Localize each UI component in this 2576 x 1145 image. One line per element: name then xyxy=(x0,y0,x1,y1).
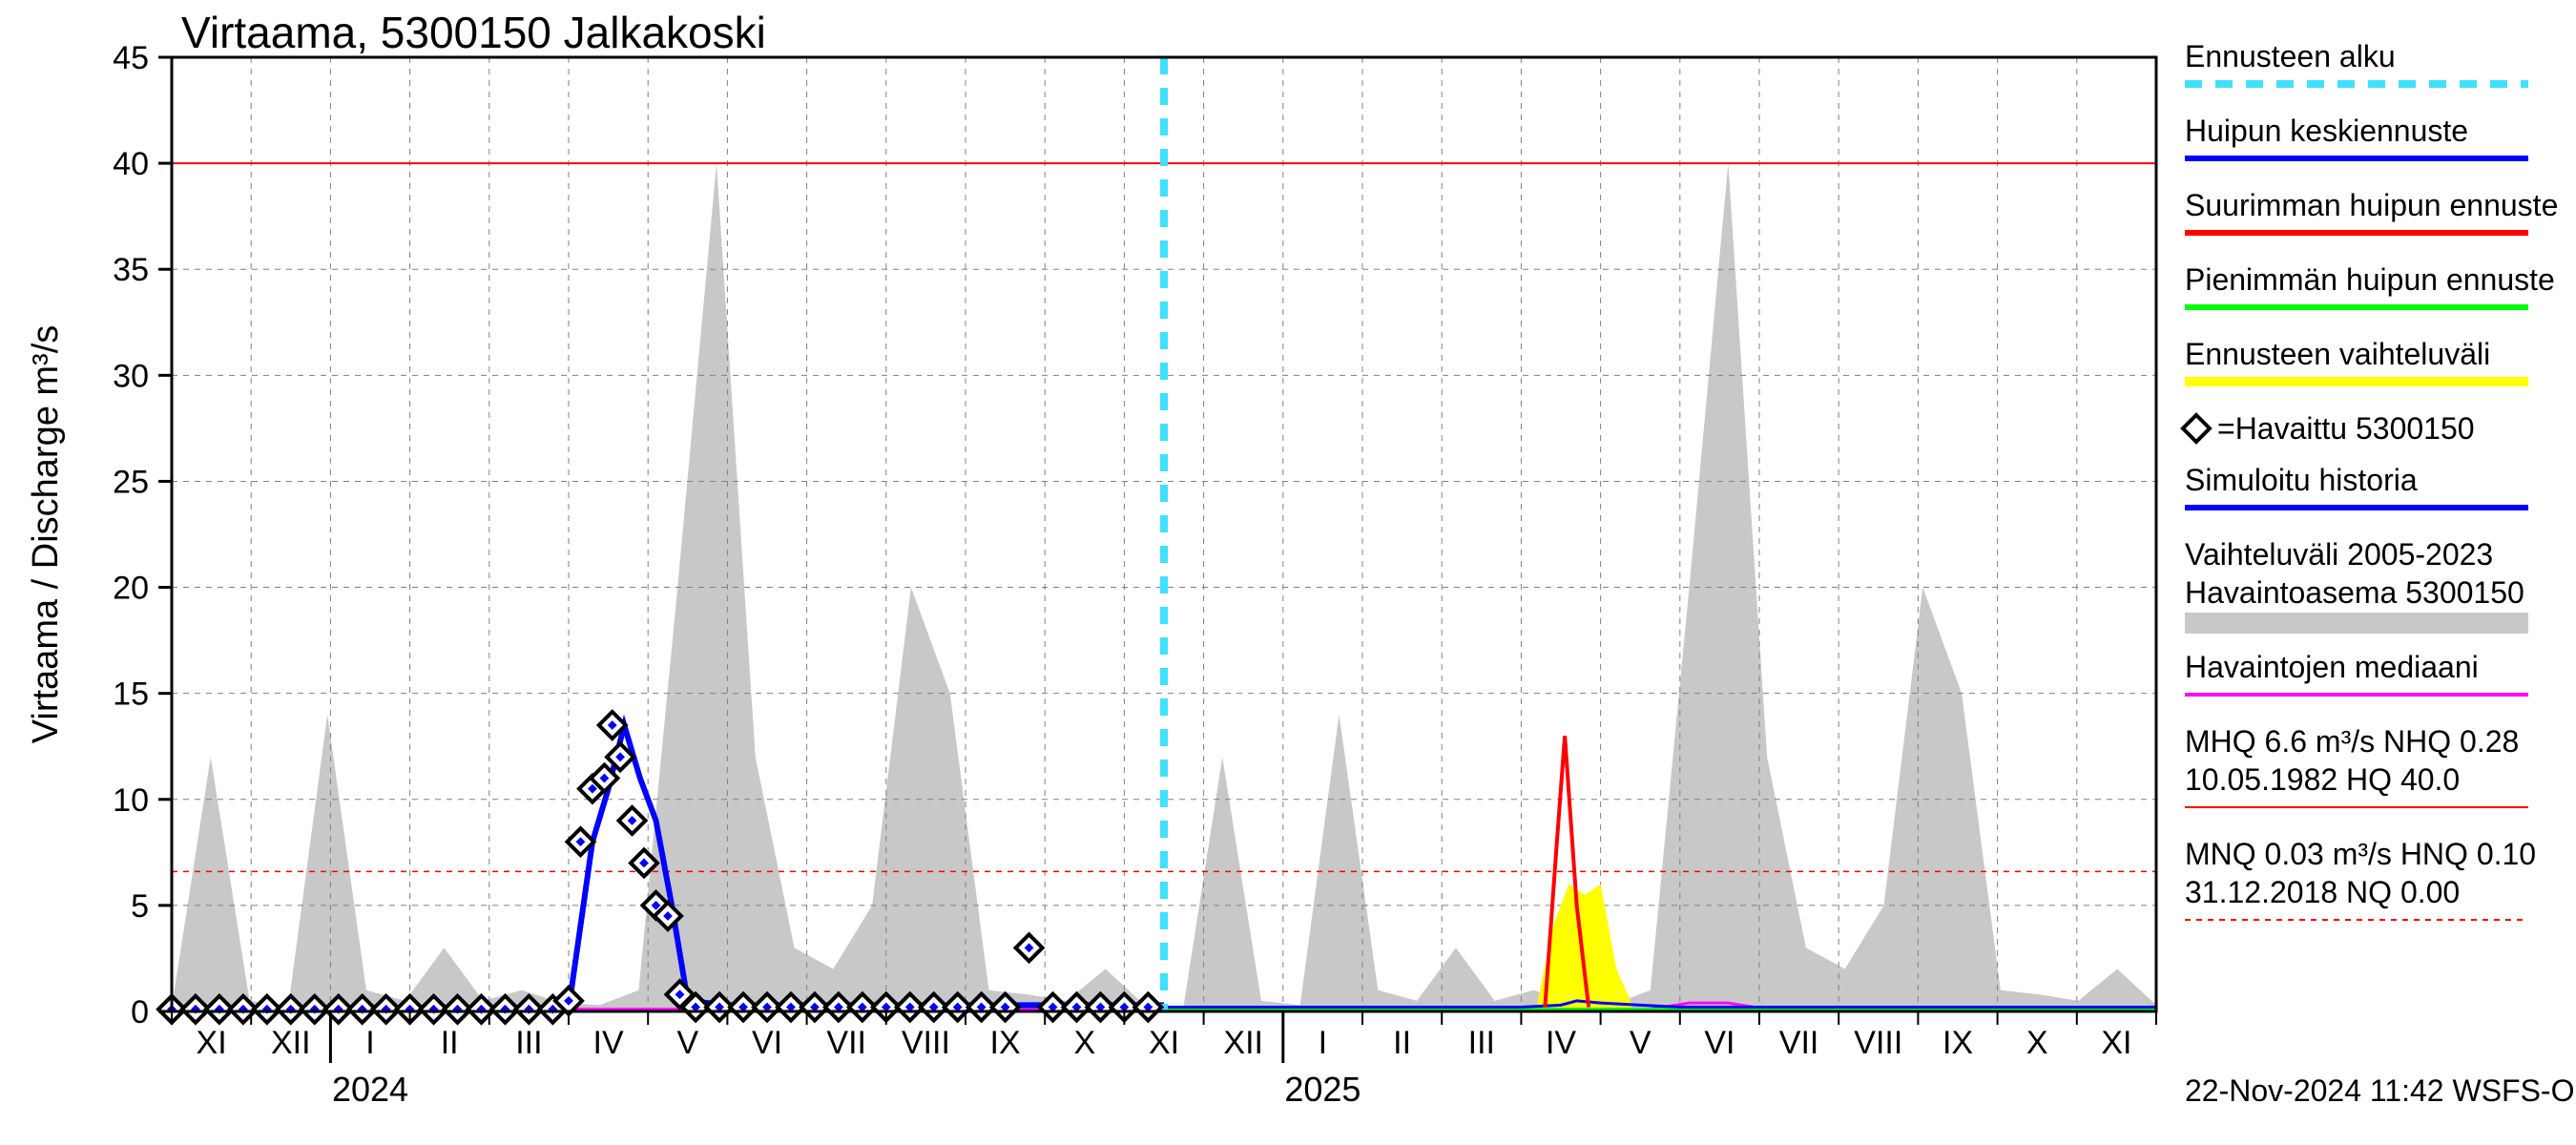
legend-label: Simuloitu historia xyxy=(2185,463,2418,497)
legend-label: Ennusteen alku xyxy=(2185,39,2396,73)
x-month-label: V xyxy=(676,1025,698,1061)
legend-label: Havaintoasema 5300150 xyxy=(2185,575,2524,610)
x-month-label: VIII xyxy=(902,1025,950,1061)
y-tick-label: 20 xyxy=(113,571,149,607)
y-tick-label: 15 xyxy=(113,677,149,713)
y-tick-label: 40 xyxy=(113,146,149,182)
legend-label: Huipun keskiennuste xyxy=(2185,114,2468,148)
x-month-label: III xyxy=(1468,1025,1495,1061)
chart-svg: 051015202530354045XIXIIIIIIIIIVVVIVIIVII… xyxy=(0,0,2576,1145)
x-month-label: II xyxy=(1393,1025,1411,1061)
chart-title: Virtaama, 5300150 Jalkakoski xyxy=(181,8,766,57)
legend-label: 10.05.1982 HQ 40.0 xyxy=(2185,762,2460,797)
x-month-label: I xyxy=(365,1025,374,1061)
x-month-label: X xyxy=(2026,1025,2048,1061)
y-tick-label: 10 xyxy=(113,782,149,819)
x-month-label: XII xyxy=(271,1025,311,1061)
x-month-label: VI xyxy=(752,1025,782,1061)
x-month-label: IX xyxy=(990,1025,1021,1061)
legend-label: 31.12.2018 NQ 0.00 xyxy=(2185,875,2460,909)
x-month-label: XII xyxy=(1223,1025,1263,1061)
x-month-label: XI xyxy=(2101,1025,2131,1061)
x-month-label: VI xyxy=(1704,1025,1735,1061)
legend-label: Pienimmän huipun ennuste xyxy=(2185,262,2555,297)
discharge-chart: 051015202530354045XIXIIIIIIIIIVVVIVIIVII… xyxy=(0,0,2576,1145)
x-month-label: VIII xyxy=(1854,1025,1902,1061)
x-month-label: III xyxy=(515,1025,542,1061)
x-month-label: V xyxy=(1630,1025,1652,1061)
legend-label: Havaintojen mediaani xyxy=(2185,650,2479,684)
y-tick-label: 5 xyxy=(131,888,149,925)
x-month-label: XI xyxy=(197,1025,227,1061)
legend-label: Ennusteen vaihteluväli xyxy=(2185,337,2490,371)
x-month-label: IV xyxy=(1546,1025,1576,1061)
legend-label: =Havaittu 5300150 xyxy=(2217,411,2475,446)
y-axis-label: Virtaama / Discharge m³/s xyxy=(26,325,66,744)
legend-label: MHQ 6.6 m³/s NHQ 0.28 xyxy=(2185,724,2519,759)
x-month-label: I xyxy=(1319,1025,1327,1061)
x-year-label: 2025 xyxy=(1284,1070,1361,1109)
y-tick-label: 25 xyxy=(113,464,149,500)
x-month-label: IV xyxy=(593,1025,624,1061)
x-month-label: VII xyxy=(826,1025,866,1061)
legend-swatch-area xyxy=(2185,613,2528,634)
x-month-label: IX xyxy=(1942,1025,1973,1061)
x-month-label: VII xyxy=(1779,1025,1819,1061)
timestamp: 22-Nov-2024 11:42 WSFS-O xyxy=(2185,1073,2574,1108)
legend-label: MNQ 0.03 m³/s HNQ 0.10 xyxy=(2185,837,2536,871)
x-year-label: 2024 xyxy=(332,1070,408,1109)
x-month-label: II xyxy=(441,1025,459,1061)
legend-label: Suurimman huipun ennuste xyxy=(2185,188,2558,222)
y-tick-label: 0 xyxy=(131,994,149,1030)
legend-label: Vaihteluväli 2005-2023 xyxy=(2185,537,2493,572)
background xyxy=(0,0,2576,1145)
x-month-label: X xyxy=(1073,1025,1095,1061)
x-month-label: XI xyxy=(1149,1025,1179,1061)
y-tick-label: 30 xyxy=(113,358,149,394)
y-tick-label: 45 xyxy=(113,40,149,76)
y-tick-label: 35 xyxy=(113,252,149,288)
